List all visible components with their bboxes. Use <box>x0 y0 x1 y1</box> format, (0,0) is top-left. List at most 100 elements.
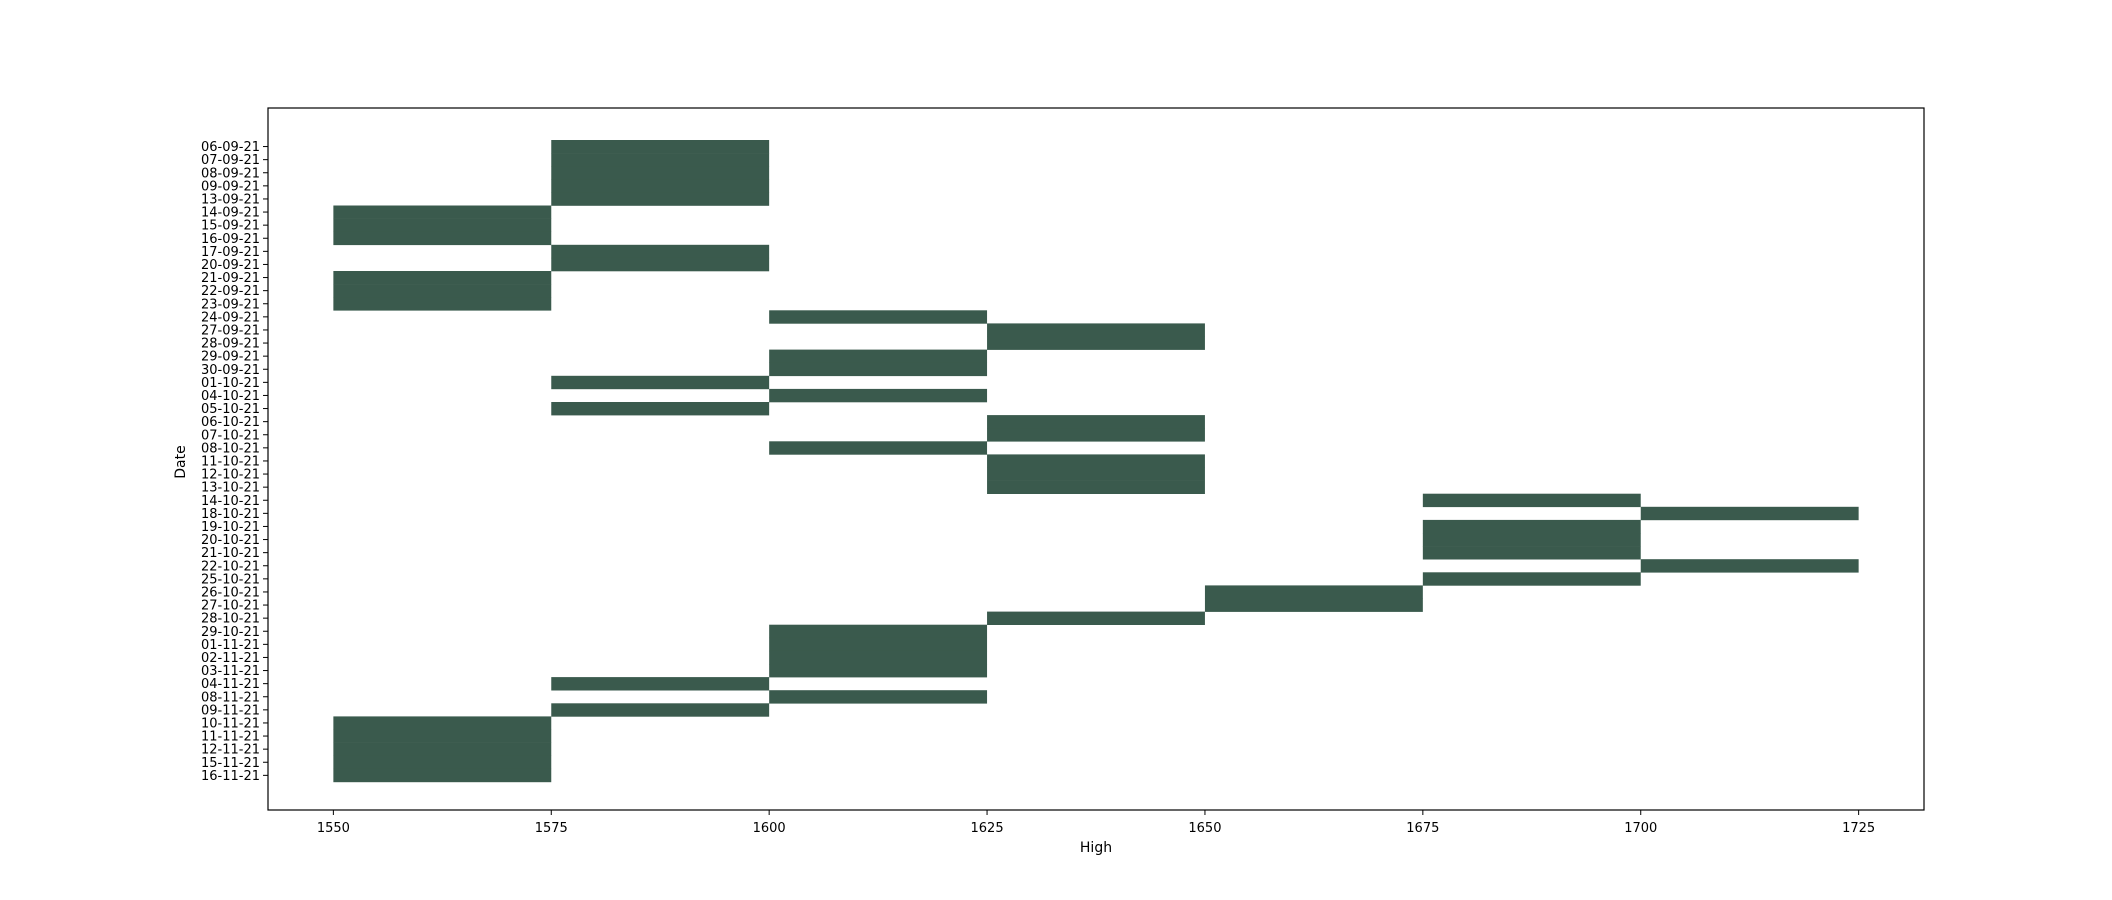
heatmap-cell <box>551 244 770 259</box>
y-tick-label: 03-11-21 <box>201 664 260 679</box>
heatmap-cell <box>333 716 552 730</box>
y-tick-label: 08-11-21 <box>201 690 260 705</box>
heatmap-cell <box>551 402 770 416</box>
heatmap-cell <box>333 768 552 783</box>
heatmap-cell <box>551 257 770 272</box>
y-tick-label: 13-10-21 <box>201 481 260 496</box>
heatmap-cell <box>333 271 552 285</box>
heatmap-cell <box>333 284 552 298</box>
y-tick-label: 04-11-21 <box>201 677 260 692</box>
heatmap-cell <box>551 375 770 390</box>
x-tick-label: 1675 <box>1406 821 1439 836</box>
heatmap-cell <box>769 441 988 455</box>
y-tick-label: 26-10-21 <box>201 585 260 600</box>
x-tick-label: 1725 <box>1842 821 1875 836</box>
y-tick-label: 07-09-21 <box>201 153 260 168</box>
y-tick-label: 22-10-21 <box>201 559 260 574</box>
heatmap-cell <box>333 205 552 219</box>
heatmap-cell <box>769 388 988 403</box>
heatmap-cell <box>1640 506 1859 521</box>
y-tick-label: 15-11-21 <box>201 756 260 771</box>
y-tick-label: 16-09-21 <box>201 232 260 247</box>
heatmap-cell <box>333 231 552 246</box>
y-tick-label: 16-11-21 <box>201 769 260 784</box>
heatmap-cell <box>769 637 988 652</box>
heatmap-cell <box>987 428 1205 442</box>
heatmap-cell <box>987 336 1205 350</box>
y-tick-label: 22-09-21 <box>201 284 260 299</box>
heatmap-cell <box>1640 559 1859 573</box>
y-tick-label: 29-09-21 <box>201 350 260 365</box>
heatmap-cell <box>1422 519 1641 534</box>
y-tick-label: 20-10-21 <box>201 533 260 548</box>
heatmap-cell <box>551 166 770 180</box>
y-tick-label: 13-09-21 <box>201 192 260 207</box>
heatmap-cells <box>333 140 1859 783</box>
heatmap-cell <box>551 192 770 206</box>
x-tick-label: 1550 <box>317 821 350 836</box>
heatmap-cell <box>333 218 552 232</box>
heatmap-cell <box>987 415 1205 429</box>
y-tick-label: 20-09-21 <box>201 258 260 273</box>
heatmap-cell <box>769 624 988 639</box>
heatmap-cell <box>987 467 1205 481</box>
y-tick-label: 18-10-21 <box>201 507 260 522</box>
heatmap-cell <box>333 742 552 756</box>
heatmap-cell <box>1422 546 1641 560</box>
heatmap-cell <box>987 323 1205 337</box>
heatmap-cell <box>333 755 552 770</box>
heatmap-cell <box>333 297 552 311</box>
y-tick-label: 12-11-21 <box>201 743 260 758</box>
y-tick-label: 04-10-21 <box>201 389 260 404</box>
y-tick-label: 30-09-21 <box>201 363 260 378</box>
y-tick-label: 28-10-21 <box>201 612 260 627</box>
y-tick-label: 21-09-21 <box>201 271 260 286</box>
heatmap-cell <box>987 454 1205 468</box>
heatmap-cell <box>551 140 770 154</box>
plot-frame <box>267 107 1925 811</box>
heatmap-cell <box>551 703 770 717</box>
y-tick-label: 23-09-21 <box>201 297 260 312</box>
heatmap-cell <box>333 729 552 743</box>
y-tick-label: 24-09-21 <box>201 310 260 325</box>
y-tick-label: 29-10-21 <box>201 625 260 640</box>
y-tick-label: 09-09-21 <box>201 179 260 194</box>
y-tick-label: 02-11-21 <box>201 651 260 666</box>
heatmap-cell <box>1422 533 1641 547</box>
x-tick-label: 1625 <box>971 821 1004 836</box>
y-axis-ticks: 06-09-2107-09-2108-09-2109-09-2113-09-21… <box>201 140 268 784</box>
heatmap-cell <box>769 362 988 377</box>
heatmap-cell <box>769 310 988 324</box>
x-tick-label: 1600 <box>753 821 786 836</box>
y-tick-label: 06-10-21 <box>201 415 260 430</box>
heatmap-cell <box>769 690 988 704</box>
heatmap-cell <box>769 664 988 678</box>
heatmap-cell <box>1204 585 1423 599</box>
x-axis-ticks: 1550 1575 1600 1625 1650 1675 1700 1725 <box>317 810 1875 836</box>
y-tick-label: 25-10-21 <box>201 572 260 587</box>
heatmap-cell <box>1422 493 1641 508</box>
y-tick-label: 07-10-21 <box>201 428 260 443</box>
y-tick-label: 17-09-21 <box>201 245 260 260</box>
x-tick-label: 1575 <box>535 821 568 836</box>
heatmap-cell <box>1204 598 1423 612</box>
y-tick-label: 28-09-21 <box>201 337 260 352</box>
y-axis-label: Date <box>173 445 189 478</box>
y-tick-label: 05-10-21 <box>201 402 260 417</box>
y-tick-label: 06-09-21 <box>201 140 260 155</box>
y-tick-label: 21-10-21 <box>201 546 260 561</box>
heatmap-cell <box>987 480 1205 494</box>
y-tick-label: 10-11-21 <box>201 716 260 731</box>
y-tick-label: 08-10-21 <box>201 441 260 456</box>
y-tick-label: 01-11-21 <box>201 638 260 653</box>
heatmap-cell <box>769 349 988 363</box>
x-tick-label: 1650 <box>1188 821 1221 836</box>
y-tick-label: 12-10-21 <box>201 468 260 483</box>
x-tick-label: 1700 <box>1624 821 1657 836</box>
y-tick-label: 27-09-21 <box>201 323 260 338</box>
y-tick-label: 08-09-21 <box>201 166 260 181</box>
y-tick-label: 15-09-21 <box>201 219 260 234</box>
x-axis-label: High <box>1080 840 1112 856</box>
y-tick-label: 01-10-21 <box>201 376 260 391</box>
